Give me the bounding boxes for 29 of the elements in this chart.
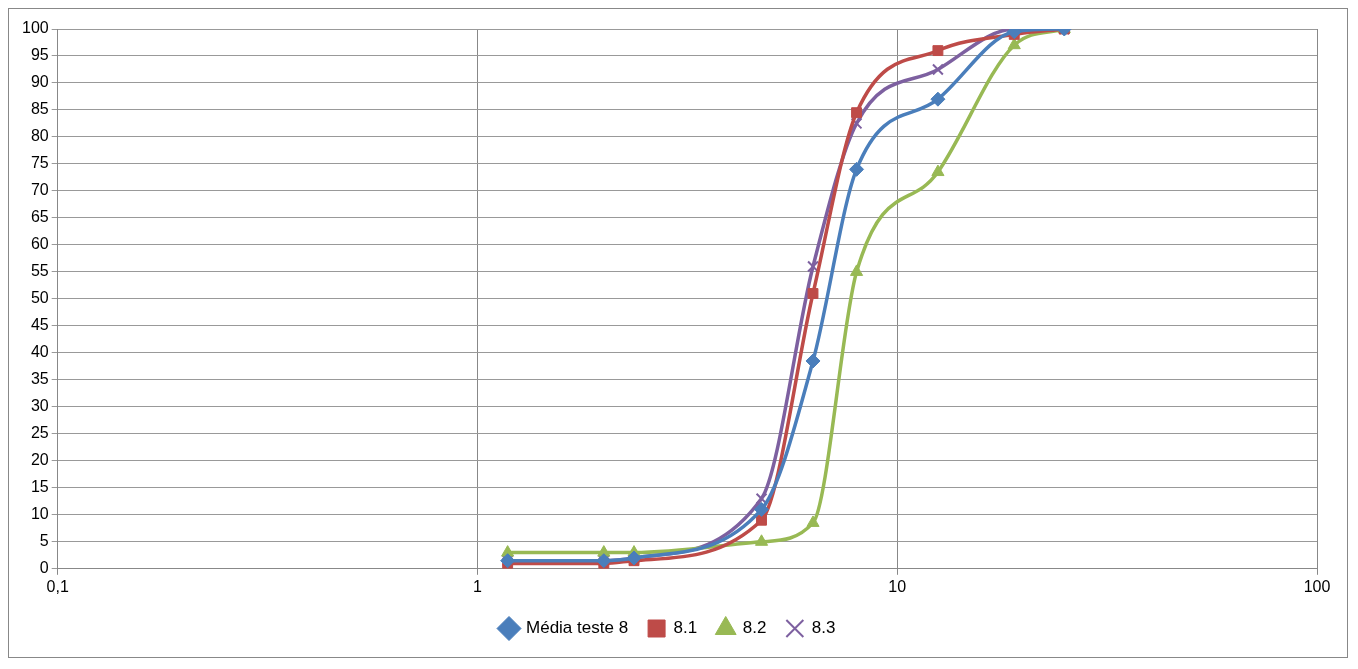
x-tick-label: 0,1	[46, 577, 69, 595]
legend-label: 8.3	[811, 618, 836, 638]
legend-label: 8.1	[673, 618, 698, 638]
y-tick-label: 35	[30, 370, 49, 388]
x-tick-label: 100	[1303, 577, 1331, 595]
y-tick-label: 55	[30, 262, 49, 280]
y-tick-label: 85	[30, 100, 49, 118]
y-tick-label: 25	[30, 424, 49, 442]
y-tick-label: 60	[30, 235, 49, 253]
y-tick-label: 100	[21, 19, 49, 37]
y-tick-label: 20	[30, 451, 49, 469]
x-tick-label: 10	[888, 577, 907, 595]
y-tick-label: 50	[30, 289, 49, 307]
y-tick-label: 65	[30, 208, 49, 226]
y-tick-label: 30	[30, 397, 49, 415]
y-tick-label: 80	[30, 127, 49, 145]
y-tick-label: 75	[30, 154, 49, 172]
x-tick-label: 1	[473, 577, 483, 595]
y-tick-label: 45	[30, 316, 49, 334]
y-tick-label: 95	[30, 46, 49, 64]
y-tick-label: 0	[39, 559, 49, 577]
y-tick-label: 10	[30, 505, 49, 523]
y-tick-label: 40	[30, 343, 49, 361]
y-tick-label: 15	[30, 478, 49, 496]
legend-label: Média teste 8	[526, 618, 629, 638]
y-tick-label: 90	[30, 73, 49, 91]
y-tick-label: 5	[39, 532, 49, 550]
y-tick-label: 70	[30, 181, 49, 199]
legend-label: 8.2	[742, 618, 767, 638]
